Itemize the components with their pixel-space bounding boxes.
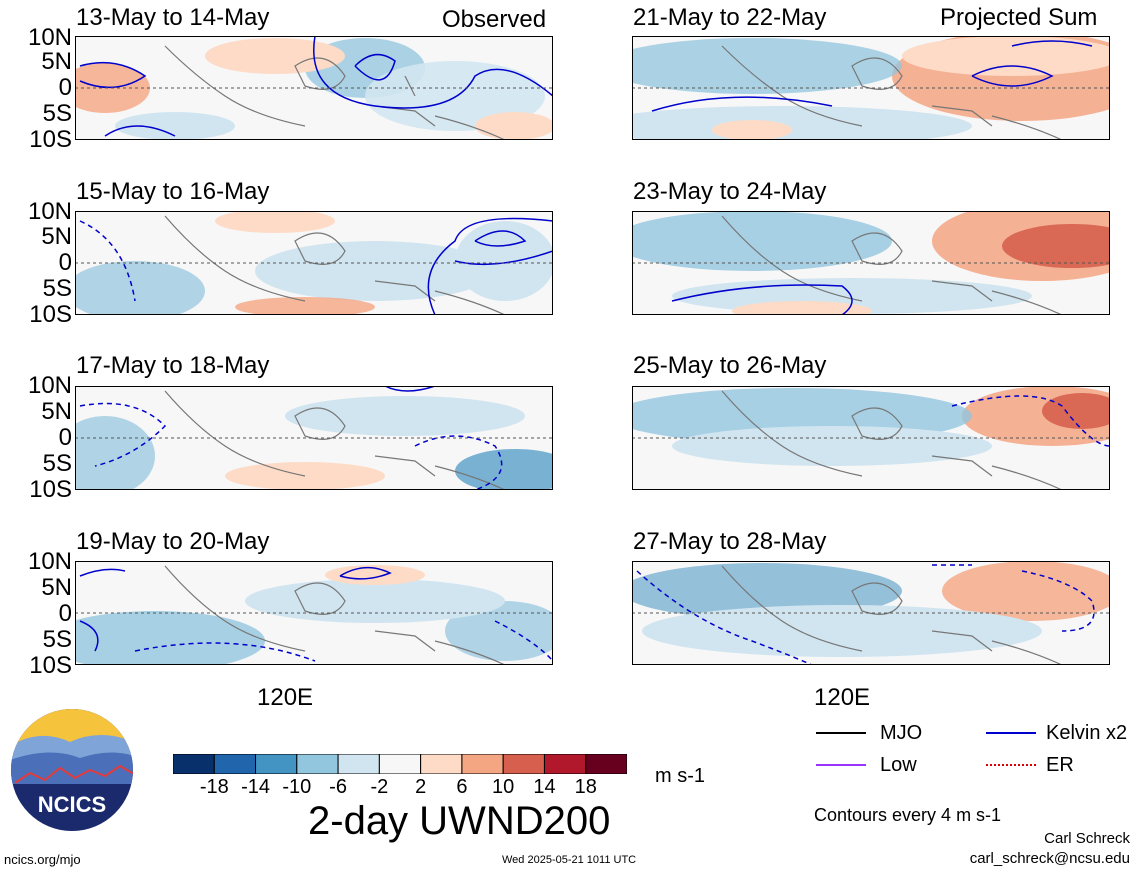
panel-title: 25-May to 26-May [633,352,827,379]
lat-label: 5S [42,450,72,477]
colorbar-swatch [255,754,298,774]
panel-map [75,561,553,665]
colorbar-swatch [543,754,587,774]
lat-label: 10N [27,548,72,575]
colorbar-tick-label: 2 [415,776,427,798]
colorbar-swatch [296,754,339,774]
colorbar-swatch [213,754,257,774]
colorbar [173,754,627,774]
lat-label: 0 [58,249,72,276]
lat-label: 10S [29,301,72,328]
panel-title: 13-May to 14-May [76,4,270,31]
legend-label-kelvin: Kelvin x2 [1046,722,1128,744]
lat-label: 0 [58,424,72,451]
panel-map [632,386,1110,490]
lat-label: 10S [29,476,72,503]
legend-line-er [986,764,1036,766]
legend-label-mjo: MJO [880,722,923,744]
legend-line-low [816,764,866,766]
site-link[interactable]: ncics.org/mjo [4,852,81,867]
colorbar-tick-label: -18 [199,776,229,798]
legend-label-low: Low [880,754,917,776]
panel-map [75,36,553,140]
lat-label: 5S [42,626,72,653]
lat-label: 5N [41,48,72,75]
colorbar-swatch [502,754,545,774]
colorbar-swatch [337,754,380,774]
colorbar-swatch [378,754,422,774]
panel-title: 21-May to 22-May [633,4,827,31]
colorbar-tick-label: 14 [533,776,556,798]
lat-label: 10S [29,126,72,153]
panel-corner-label: Projected Sum [940,4,1098,31]
panel-title: 23-May to 24-May [633,178,827,205]
lat-label: 5N [41,398,72,425]
colorbar-tick-label: 18 [574,776,597,798]
timestamp: Wed 2025-05-21 1011 UTC [502,854,637,866]
colorbar-swatch [420,754,463,774]
lat-label: 10N [27,24,72,51]
colorbar-swatch [461,754,504,774]
panel-map [632,211,1110,315]
lat-label: 5S [42,100,72,127]
lon-label: 120E [814,684,871,711]
panel-title: 15-May to 16-May [76,178,270,205]
lat-label: 5S [42,275,72,302]
author-email: carl_schreck@ncsu.edu [969,850,1130,867]
lat-label: 0 [58,600,72,627]
panel-corner-label: Observed [442,6,547,33]
lat-label: 5N [41,223,72,250]
legend-label-er: ER [1046,754,1074,776]
author-name: Carl Schreck [1044,830,1130,847]
legend-line-mjo [816,732,866,734]
legend-line-kelvin [986,732,1036,734]
colorbar-swatch [585,754,627,774]
logo-text: NCICS [38,792,106,817]
colorbar-tick-label: 10 [492,776,515,798]
colorbar-tick-label: 6 [456,776,468,798]
ncics-logo: NCICS [11,709,133,831]
lat-label: 0 [58,74,72,101]
panel-title: 27-May to 28-May [633,528,827,555]
colorbar-tick-label: -2 [370,776,389,798]
panel-map [632,561,1110,665]
panel-map [75,386,553,490]
figure-title: 2-day UWND200 [308,799,611,843]
panel-map [632,36,1110,140]
colorbar-tick-label: -10 [282,776,312,798]
panel-title: 19-May to 20-May [76,528,270,555]
lat-label: 10S [29,652,72,679]
colorbar-tick-label: -14 [241,776,270,798]
contour-note: Contours every 4 m s-1 [814,805,1002,825]
lat-label: 5N [41,574,72,601]
lat-label: 10N [27,372,72,399]
colorbar-swatch [173,754,215,774]
colorbar-tick-label: -6 [329,776,347,798]
colorbar-units: m s-1 [655,765,705,787]
panel-map [75,211,553,315]
lat-label: 10N [27,198,72,225]
panel-title: 17-May to 18-May [76,352,270,379]
lon-label: 120E [257,684,314,711]
